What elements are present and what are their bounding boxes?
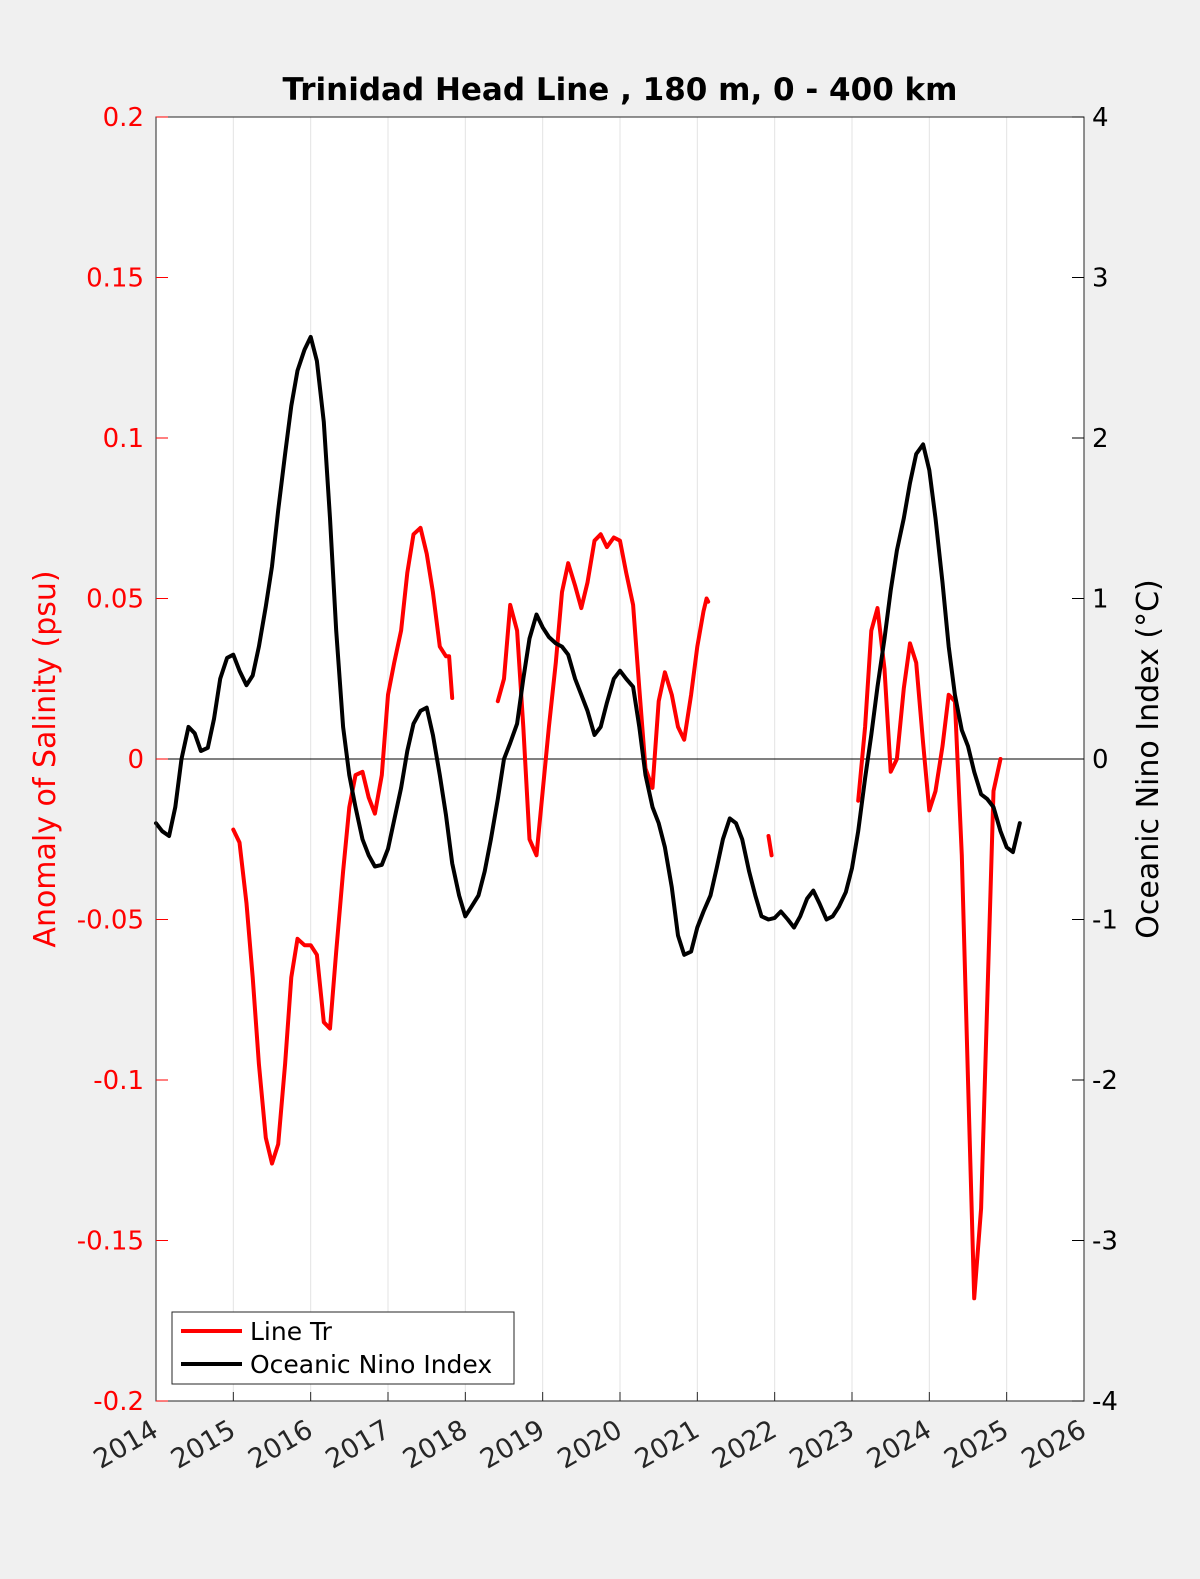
x-tick-label: 2024 [862, 1414, 937, 1475]
y-right-tick-label: -2 [1092, 1066, 1118, 1096]
y-left-tick-label: 0.05 [86, 585, 144, 615]
y-right-tick-label: 3 [1092, 264, 1109, 294]
y-left-tick-label: -0.2 [93, 1387, 144, 1417]
y-right-tick-label: -4 [1092, 1387, 1118, 1417]
x-tick-label: 2025 [939, 1414, 1014, 1475]
x-tick-label: 2021 [630, 1414, 705, 1475]
oni-line-segment [154, 334, 1022, 957]
y-left-tick-label: 0.15 [86, 264, 144, 294]
x-axis: 2014 2015 2016 2017 2018 2019 2020 2021 2022 2023… [88, 1392, 1092, 1475]
x-tick-label: 2026 [1016, 1414, 1091, 1475]
y-left-tick-label: -0.15 [77, 1227, 144, 1257]
y-right-axis-label: Oceanic Nino Index (°C) [1131, 579, 1166, 939]
x-tick-label: 2017 [320, 1414, 395, 1475]
y-right-tick-label: 4 [1092, 103, 1109, 133]
salinity-line-segment [495, 532, 711, 858]
x-tick-label: 2018 [398, 1414, 473, 1475]
x-tick-label: 2022 [707, 1414, 782, 1475]
x-tick-label: 2014 [88, 1414, 163, 1475]
y-left-tick-label: -0.05 [77, 906, 144, 936]
x-tick-label: 2019 [475, 1414, 550, 1475]
y-right-tick-label: -3 [1092, 1227, 1118, 1257]
salinity-line-segment [766, 834, 774, 858]
y-left-tick-label: 0.2 [103, 103, 144, 133]
x-tick-label: 2016 [243, 1414, 318, 1475]
series-layer [154, 334, 1022, 1301]
salinity-line-segment [231, 525, 455, 1166]
x-tick-label: 2015 [166, 1414, 241, 1475]
y-left-tick-label: 0.1 [103, 424, 144, 454]
y-right-tick-label: -1 [1092, 906, 1118, 936]
x-tick-label: 2020 [552, 1414, 627, 1475]
y-left-tick-label: 0 [127, 745, 144, 775]
y-right-tick-label: 2 [1092, 424, 1109, 454]
y-left-tick-label: -0.1 [93, 1066, 144, 1096]
y-right-tick-label: 0 [1092, 745, 1109, 775]
chart-title: Trinidad Head Line , 180 m, 0 - 400 km [283, 72, 958, 108]
y-right-axis: -4 -3 -2 -1 0 1 2 3 4 [1072, 103, 1118, 1417]
legend: Line Tr Oceanic Nino Index [171, 1311, 515, 1385]
y-right-tick-label: 1 [1092, 585, 1109, 615]
legend-label-oni: Oceanic Nino Index [250, 1350, 492, 1379]
x-tick-label: 2023 [784, 1414, 859, 1475]
y-left-axis: -0.2 -0.15 -0.1 -0.05 0 0.05 0.1 0.15 0.2 [77, 103, 168, 1417]
legend-box [171, 1311, 515, 1385]
y-left-axis-label: Anomaly of Salinity (psu) [28, 570, 63, 947]
legend-label-line-tr: Line Tr [250, 1317, 333, 1346]
